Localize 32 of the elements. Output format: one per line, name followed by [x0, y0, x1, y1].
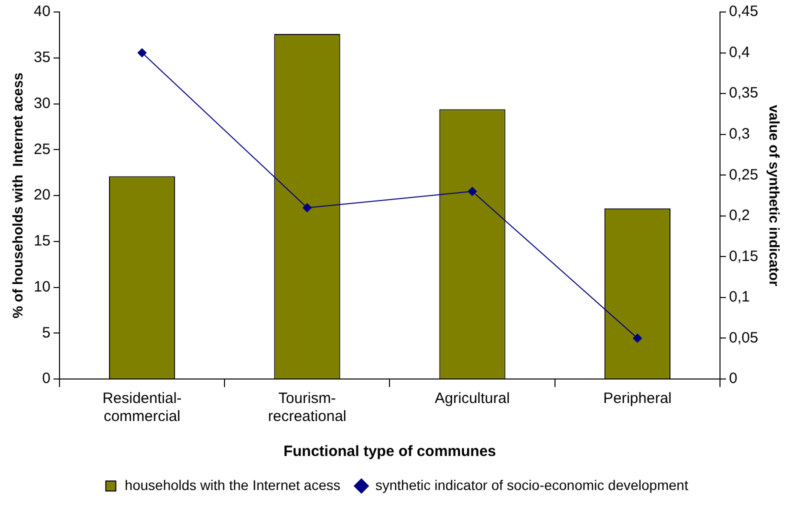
y-tick-label: 15 [34, 232, 50, 250]
y-tick-label: 25 [34, 140, 50, 158]
y2-tick-label: 0,45 [729, 3, 758, 20]
y2-axis-title: value of synthetic indicator [766, 104, 783, 287]
point [302, 203, 312, 212]
point [468, 186, 477, 196]
y-tick-label: 30 [34, 94, 50, 112]
x-axis-title: Functional type of communes [283, 443, 496, 460]
y2-tick-label: 0,2 [729, 207, 750, 224]
legend-label: synthetic indicator of socio-economic development [375, 476, 688, 493]
y2-tick-label: 0,15 [729, 248, 758, 265]
y-axis-title: % of households with Internet acess [9, 72, 26, 318]
point [138, 48, 147, 58]
y-tick-label: 35 [34, 49, 50, 66]
x-tick-label: Residential-commercial [102, 390, 182, 426]
point [632, 334, 642, 343]
legend-label: households with the Internet acess [124, 476, 340, 493]
y-tick-label: 10 [34, 278, 50, 296]
y-tick-label: 5 [42, 324, 50, 342]
y2-tick-label: 0,25 [729, 166, 758, 184]
y-tick-label: 40 [34, 3, 50, 20]
y2-tick-label: 0,3 [729, 125, 750, 142]
y2-tick-label: 0,4 [729, 44, 750, 61]
x-tick-label: Tourism-recreational [268, 390, 346, 426]
y-tick-label: 20 [34, 186, 50, 204]
y2-tick-label: 0 [729, 370, 738, 388]
y2-tick-label: 0,1 [729, 288, 750, 306]
y2-tick-label: 0,35 [729, 84, 758, 102]
x-tick-label: Agricultural [434, 390, 510, 408]
x-tick-label: Peripheral [603, 390, 672, 408]
y-tick-label: 0 [42, 370, 50, 388]
y2-tick-label: 0,05 [729, 329, 758, 346]
